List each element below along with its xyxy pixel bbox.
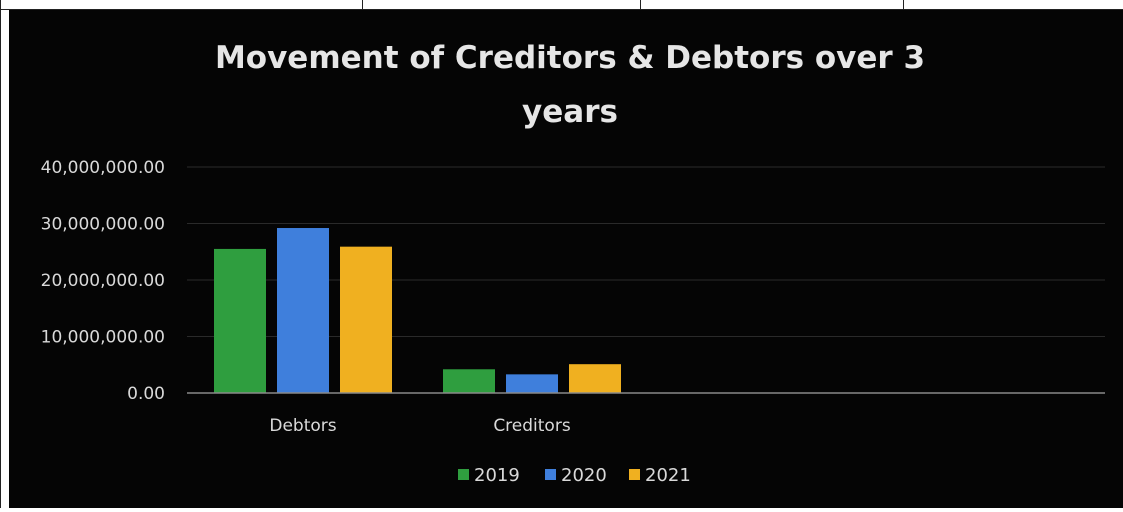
bar-chart: Movement of Creditors & Debtors over 3 y… <box>41 40 1105 486</box>
table-border-strip <box>0 0 1123 10</box>
y-tick-label: 0.00 <box>127 384 165 404</box>
chart-title-line: Movement of Creditors & Debtors over 3 <box>215 40 925 76</box>
y-tick-label: 40,000,000.00 <box>41 158 165 178</box>
table-cell-divider <box>903 0 904 10</box>
bar-debtors-2019 <box>214 248 266 393</box>
table-cell-divider <box>640 0 641 10</box>
legend-label: 2019 <box>474 465 520 486</box>
chart-title-line: years <box>522 94 618 130</box>
legend-label: 2020 <box>561 465 607 486</box>
bar-creditors-2021 <box>569 364 621 393</box>
y-tick-label: 10,000,000.00 <box>41 328 165 348</box>
y-axis-tick-labels: 0.00 10,000,000.00 20,000,000.00 30,000,000… <box>41 158 165 404</box>
x-axis-category-labels: Debtors Creditors <box>269 416 570 436</box>
x-category-label: Creditors <box>493 416 571 436</box>
legend-swatch-2019 <box>458 469 469 480</box>
bar-debtors-2020 <box>277 228 329 393</box>
bar-creditors-2020 <box>506 374 558 393</box>
legend: 2019 2020 2021 <box>458 465 691 486</box>
y-tick-label: 20,000,000.00 <box>41 271 165 291</box>
y-tick-label: 30,000,000.00 <box>41 215 165 235</box>
bar-debtors-2021 <box>340 246 392 393</box>
legend-swatch-2020 <box>545 469 556 480</box>
bar-creditors-2019 <box>443 369 495 393</box>
chart-title: Movement of Creditors & Debtors over 3 y… <box>215 40 925 130</box>
legend-swatch-2021 <box>629 469 640 480</box>
table-cell-divider <box>362 0 363 10</box>
bars <box>214 228 621 393</box>
table-bottom-rule <box>0 9 1123 10</box>
legend-label: 2021 <box>645 465 691 486</box>
x-category-label: Debtors <box>269 416 336 436</box>
